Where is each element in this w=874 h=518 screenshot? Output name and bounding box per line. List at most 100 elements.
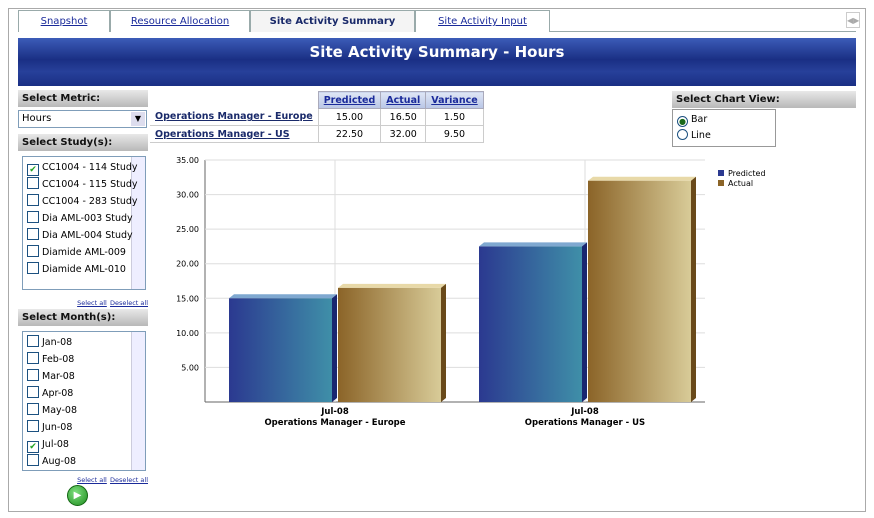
radio-label: Bar	[691, 114, 708, 125]
checkbox: ✔	[27, 164, 39, 176]
y-tick-label: 35.00	[176, 156, 199, 165]
cell: 9.50	[425, 125, 484, 143]
list-item[interactable]: ✔ CC1004 - 114 Study	[27, 160, 138, 176]
list-item[interactable]: Diamide AML-010	[27, 262, 126, 278]
item-label: Jul-08	[42, 439, 69, 450]
select-all[interactable]: Select all	[77, 299, 107, 307]
item-label: Dia AML-003 Study	[42, 213, 133, 224]
checkbox	[27, 369, 39, 381]
studies-links: Select all Deselect all	[18, 297, 148, 308]
bar-top	[229, 294, 337, 299]
y-tick-label: 10.00	[176, 329, 199, 338]
tab[interactable]: Resource Allocation	[110, 10, 250, 32]
bar	[229, 298, 332, 402]
checkbox	[27, 352, 39, 364]
cell: 32.00	[380, 125, 427, 143]
scrollbar[interactable]	[131, 157, 145, 289]
item-label: Diamide AML-009	[42, 247, 126, 258]
y-tick-label: 5.00	[181, 363, 199, 372]
item-label: Apr-08	[42, 388, 74, 399]
checkbox	[27, 228, 39, 240]
column-header[interactable]: Variance	[425, 91, 484, 109]
chart: 5.00 10.00 15.00 20.00 25.00 30.00 35.00 Jul-08…	[176, 156, 766, 428]
list-item[interactable]: Dia AML-004 Study	[27, 228, 133, 244]
radio: ●	[677, 116, 688, 127]
summary-table: Predicted Actual Variance Operations Manage…	[150, 91, 484, 143]
bar	[479, 246, 582, 402]
checkbox	[27, 245, 39, 257]
item-label: Jun-08	[42, 422, 73, 433]
metric-select[interactable]: Hours ▼	[18, 110, 147, 128]
list-item[interactable]: Diamide AML-009	[27, 245, 126, 261]
x-tick-label: Operations Manager - US	[525, 418, 645, 428]
list-item[interactable]: Aug-08	[27, 454, 76, 470]
radio-label: Line	[691, 130, 711, 141]
y-tick-label: 30.00	[176, 191, 199, 200]
bar-side	[441, 283, 446, 402]
bar-top	[338, 283, 446, 288]
metric-value: Hours	[22, 113, 52, 124]
scrollbar[interactable]	[131, 332, 145, 470]
tab[interactable]: Site Activity Summary	[250, 10, 415, 32]
checkbox	[27, 454, 39, 466]
checkbox	[27, 211, 39, 223]
checkbox	[27, 403, 39, 415]
list-item[interactable]: CC1004 - 115 Study	[27, 177, 138, 193]
item-label: Mar-08	[42, 371, 75, 382]
checkbox	[27, 420, 39, 432]
table-row: Operations Manager - Europe 15.00 16.50 1.5…	[150, 108, 484, 126]
x-tick-label: Operations Manager - Europe	[264, 418, 405, 428]
months-list: Jan-08 Feb-08 Mar-08 Apr-08 May-08 Jun-08 ✔ Jul…	[22, 331, 146, 471]
studies-label: Select Study(s):	[18, 134, 148, 151]
list-item[interactable]: Jan-08	[27, 335, 72, 351]
item-label: CC1004 - 283 Study	[42, 196, 138, 207]
bar-side	[332, 294, 337, 402]
bar-side	[691, 176, 696, 402]
legend-label: Predicted	[728, 169, 766, 178]
months-links: Select all Deselect all	[18, 474, 148, 485]
bar-top	[479, 242, 587, 247]
cell: 15.00	[317, 108, 382, 126]
item-label: Feb-08	[42, 354, 75, 365]
column-header[interactable]: Predicted	[317, 91, 382, 109]
checkbox	[27, 335, 39, 347]
deselect-all[interactable]: Deselect all	[110, 476, 148, 484]
bar-side	[582, 242, 587, 402]
select-all[interactable]: Select all	[77, 476, 107, 484]
run-button[interactable]: ▶	[67, 485, 88, 506]
list-item[interactable]: CC1004 - 283 Study	[27, 194, 138, 210]
cell: 1.50	[425, 108, 484, 126]
list-item[interactable]: May-08	[27, 403, 77, 419]
x-tick-period: Jul-08	[320, 407, 349, 417]
tab-scroll[interactable]: ◀▶	[846, 12, 860, 28]
header-band	[18, 38, 856, 86]
table-row: Operations Manager - US 22.50 32.00 9.50	[150, 125, 484, 143]
checkbox	[27, 194, 39, 206]
chart-view-label: Select Chart View:	[672, 91, 856, 108]
list-item[interactable]: Mar-08	[27, 369, 75, 385]
legend-swatch	[718, 180, 724, 186]
deselect-all[interactable]: Deselect all	[110, 299, 148, 307]
column-header[interactable]: Actual	[380, 91, 427, 109]
item-label: Jan-08	[42, 337, 73, 348]
checkbox	[27, 386, 39, 398]
list-item[interactable]: Apr-08	[27, 386, 73, 402]
x-tick-period: Jul-08	[570, 407, 599, 417]
y-tick-label: 25.00	[176, 225, 199, 234]
table-header: Predicted Actual Variance	[150, 91, 484, 109]
radio-option[interactable]: ● Bar	[677, 113, 707, 127]
radio-option[interactable]: Line	[677, 129, 711, 143]
frame	[8, 8, 866, 512]
tab[interactable]: Snapshot	[18, 10, 110, 32]
dropdown-arrow: ▼	[131, 112, 145, 126]
list-item[interactable]: Jun-08	[27, 420, 72, 436]
y-tick-label: 15.00	[176, 294, 199, 303]
list-item[interactable]: Feb-08	[27, 352, 74, 368]
tab[interactable]: Site Activity Input	[415, 10, 550, 32]
list-item[interactable]: Dia AML-003 Study	[27, 211, 133, 227]
list-item[interactable]: ✔ Jul-08	[27, 437, 69, 453]
studies-list: ✔ CC1004 - 114 Study CC1004 - 115 Study CC1…	[22, 156, 146, 290]
bar-top	[588, 176, 696, 181]
radio	[677, 129, 688, 140]
